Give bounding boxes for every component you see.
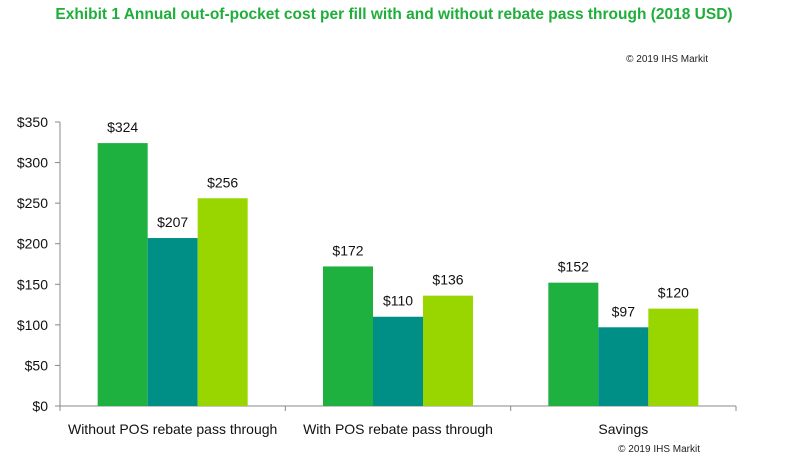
y-tick-label: $150 bbox=[17, 276, 48, 292]
data-label: $172 bbox=[332, 242, 363, 258]
y-tick-label: $100 bbox=[17, 317, 48, 333]
bar bbox=[323, 266, 373, 406]
data-label: $324 bbox=[107, 119, 138, 135]
y-tick-label: $300 bbox=[17, 155, 48, 171]
copyright-bottom: © 2019 IHS Markit bbox=[618, 444, 700, 455]
bar bbox=[197, 198, 248, 406]
bar bbox=[548, 282, 599, 406]
y-tick-label: $250 bbox=[17, 195, 48, 211]
bar bbox=[147, 238, 198, 406]
bar bbox=[648, 308, 699, 406]
bar bbox=[97, 143, 148, 406]
category-label: With POS rebate pass through bbox=[303, 421, 493, 437]
category-label: Without POS rebate pass through bbox=[68, 421, 277, 437]
data-label: $97 bbox=[612, 303, 636, 319]
chart-title: Exhibit 1 Annual out-of-pocket cost per … bbox=[55, 6, 733, 23]
y-tick-label: $350 bbox=[17, 114, 48, 130]
bar bbox=[373, 316, 423, 406]
data-label: $256 bbox=[207, 174, 238, 190]
data-label: $120 bbox=[658, 285, 689, 301]
data-label: $207 bbox=[157, 214, 188, 230]
bar bbox=[598, 327, 649, 406]
y-tick-label: $50 bbox=[25, 357, 49, 373]
data-label: $152 bbox=[558, 259, 589, 275]
data-label: $136 bbox=[432, 272, 463, 288]
data-label: $110 bbox=[383, 293, 413, 309]
y-tick-label: $200 bbox=[17, 236, 48, 252]
bar bbox=[423, 295, 473, 406]
y-tick-label: $0 bbox=[32, 398, 48, 414]
copyright-top: © 2019 IHS Markit bbox=[626, 54, 708, 65]
category-label: Savings bbox=[598, 421, 648, 437]
